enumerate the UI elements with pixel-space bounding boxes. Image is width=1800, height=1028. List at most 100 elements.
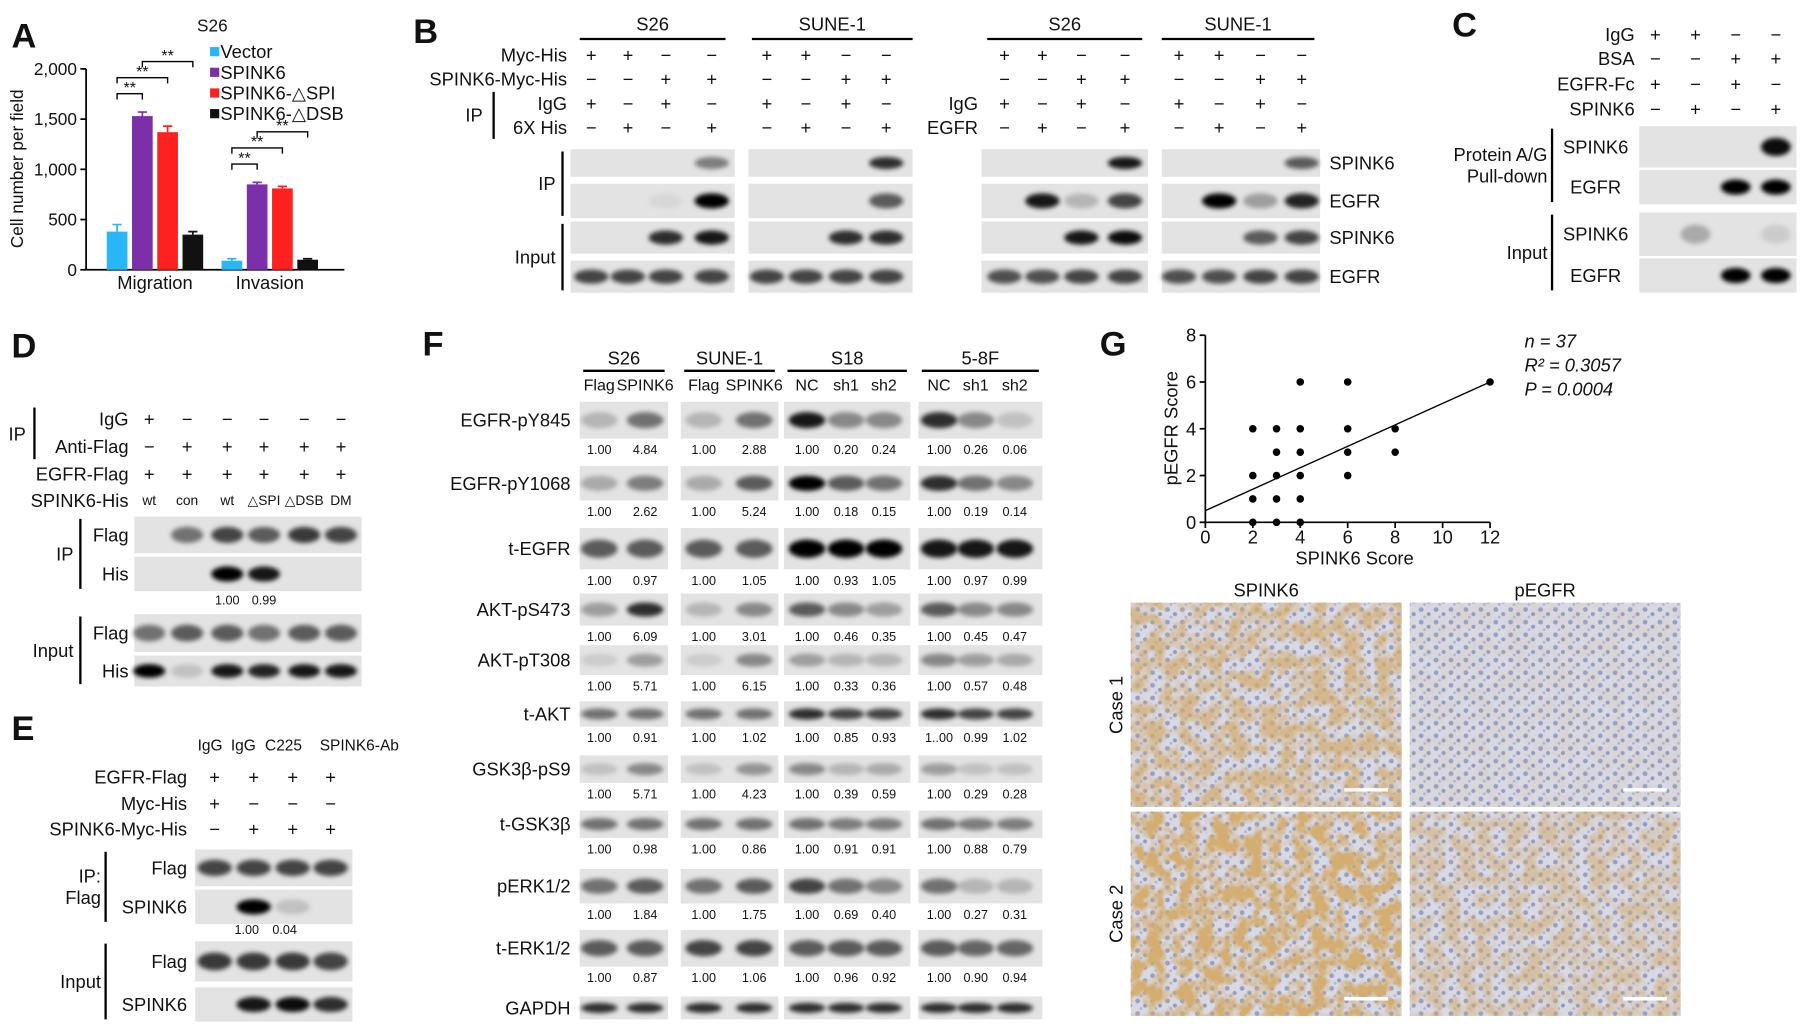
condition-mark: −: [325, 793, 336, 814]
quant-value: 1.00: [795, 731, 820, 745]
condition-mark: −: [1771, 24, 1782, 45]
blot-band: [957, 475, 995, 491]
blot-band: [869, 156, 904, 170]
group-title: 5-8F: [961, 348, 999, 369]
blot-band: [735, 412, 773, 429]
blot-band: [1107, 156, 1143, 170]
condition-mark: −: [336, 409, 347, 430]
condition-mark: +: [1650, 24, 1661, 45]
condition-mark: +: [1076, 93, 1087, 114]
quant-value: 0.14: [1003, 505, 1028, 519]
condition-mark: +: [1650, 73, 1661, 94]
condition-mark: +: [1120, 69, 1131, 90]
blot-label: SPINK6: [1329, 227, 1394, 248]
row-label: SPINK6-His: [31, 490, 129, 511]
condition-mark: −: [1076, 117, 1087, 138]
row-label: BSA: [1598, 48, 1635, 69]
condition-mark: −: [586, 69, 597, 90]
blot-band: [275, 996, 310, 1013]
blot-band: [580, 1002, 618, 1013]
blot-band: [580, 763, 618, 776]
condition-mark: +: [1076, 69, 1087, 90]
quant-value: 5.71: [633, 679, 658, 693]
blot-band: [648, 269, 684, 284]
significance-bracket: [116, 76, 169, 84]
blot-band: [626, 708, 664, 720]
quant-value: 1.00: [691, 787, 716, 801]
blot-band: [288, 664, 321, 678]
quant-value: 1.75: [742, 908, 767, 922]
ip-label: IP: [465, 104, 482, 125]
blot-band: [957, 602, 995, 617]
x-tick-label: 6: [1343, 527, 1353, 548]
condition-mark: −: [1650, 48, 1661, 69]
blot-band: [313, 952, 348, 971]
blot-band: [735, 653, 773, 667]
quant-value: 0.47: [1003, 630, 1028, 644]
scatter-point: [1272, 495, 1281, 503]
blot-band: [1760, 137, 1791, 157]
quant-value: 1.00: [795, 505, 820, 519]
scatter-point: [1391, 424, 1399, 433]
quant-value: 3.01: [742, 630, 767, 644]
row-label: Myc-His: [121, 793, 187, 814]
blot-band: [580, 475, 618, 491]
blot-band: [920, 602, 958, 617]
y-tick-label: 6: [1186, 371, 1196, 392]
blot-band: [987, 269, 1022, 284]
blot-band: [626, 475, 664, 491]
blot-band: [626, 878, 664, 894]
blot-band: [1243, 193, 1278, 209]
scatter-point: [1343, 448, 1352, 456]
quant-value: 0.28: [1003, 787, 1028, 801]
condition-mark: +: [706, 69, 717, 90]
scatter-point: [1296, 378, 1305, 386]
blot-band: [788, 539, 826, 558]
scatter-point: [1486, 378, 1494, 386]
group-label: IP: [56, 543, 73, 564]
condition-mark: −: [1120, 93, 1131, 114]
blot-band: [1284, 230, 1320, 245]
quant-value: 0.99: [252, 593, 277, 607]
quant-value: 1.00: [215, 593, 240, 607]
quant-value: 1.00: [691, 574, 716, 588]
quant-value: 0.59: [872, 787, 897, 801]
condition-mark: +: [336, 464, 347, 485]
blot-band: [869, 193, 904, 209]
bar: [221, 260, 243, 270]
row-label: IgG: [948, 93, 978, 114]
y-tick-label: 500: [48, 210, 77, 230]
blot-band: [580, 653, 618, 667]
blot-band: [865, 602, 903, 617]
bar: [297, 259, 318, 270]
quant-value: 1.00: [587, 679, 612, 693]
condition-mark: −: [1730, 99, 1741, 120]
quant-value: 2.62: [633, 505, 658, 519]
scatter-point: [1296, 424, 1305, 433]
group-label: IP: [538, 173, 555, 194]
blot-band: [685, 940, 723, 957]
quant-value: 4.84: [633, 443, 658, 457]
blot-label: SPINK6: [122, 994, 187, 1015]
condition-mark: +: [287, 767, 298, 788]
blot-band: [957, 1002, 995, 1013]
blot-band: [580, 539, 618, 558]
quant-value: 0.79: [1003, 842, 1028, 856]
blot-band: [996, 653, 1034, 667]
blot-label: His: [102, 660, 129, 681]
condition-mark: −: [1214, 93, 1225, 114]
error-bar: [252, 181, 262, 185]
blot-band: [648, 230, 684, 245]
blot-band: [996, 708, 1034, 720]
lane-label: sh2: [1002, 377, 1028, 395]
row-label: EGFR-Flag: [36, 464, 129, 485]
x-tick-label: 10: [1432, 527, 1452, 548]
blot-band: [735, 763, 773, 776]
quant-value: 1.00: [587, 505, 612, 519]
lane-label: sh2: [871, 377, 897, 395]
blot-band: [1161, 269, 1197, 284]
blot-band: [996, 818, 1034, 831]
blot-band: [996, 763, 1034, 776]
blot-label: His: [102, 563, 129, 584]
blot-band: [735, 475, 773, 491]
